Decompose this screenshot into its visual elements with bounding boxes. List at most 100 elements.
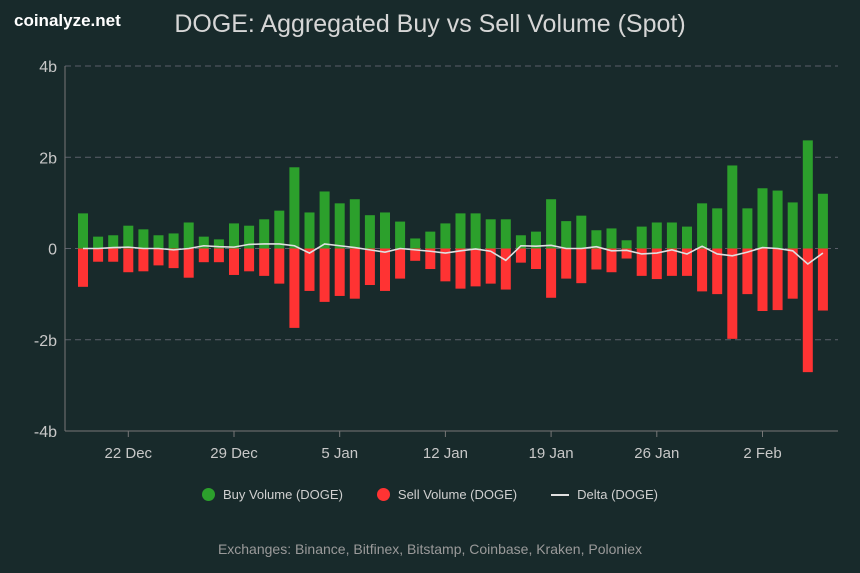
buy-bar — [591, 230, 602, 249]
sell-bar — [606, 248, 617, 273]
buy-marker-icon — [201, 488, 215, 501]
sell-bar — [425, 248, 436, 270]
sell-bar — [349, 248, 360, 299]
x-tick-label: 2 Feb — [743, 445, 781, 462]
y-tick-label: -4b — [34, 424, 57, 441]
sell-bar — [712, 248, 723, 295]
buy-bar — [410, 238, 421, 249]
buy-bar — [772, 190, 783, 249]
sell-bar — [319, 248, 330, 302]
sell-bar — [123, 248, 134, 273]
x-tick-label: 29 Dec — [210, 445, 258, 462]
buy-bar — [93, 236, 104, 249]
buy-bar — [123, 225, 134, 249]
buy-bar — [651, 222, 662, 249]
exchanges-footer: Exchanges: Binance, Bitfinex, Bitstamp, … — [217, 541, 643, 557]
delta-line — [83, 243, 824, 266]
y-tick-label: 4b — [39, 59, 57, 76]
buy-bar — [198, 236, 209, 249]
brand-logo[interactable]: coinalyze.net — [14, 11, 121, 30]
sell-bar — [742, 248, 753, 295]
buy-bar — [817, 193, 828, 249]
buy-bar — [621, 240, 632, 249]
buy-bar — [213, 239, 224, 249]
x-tick-label: 26 Jan — [634, 445, 679, 462]
sell-bar — [651, 248, 662, 280]
buy-bar — [727, 165, 738, 249]
buy-bar — [425, 231, 436, 249]
sell-bar — [470, 248, 481, 287]
sell-bar — [108, 248, 119, 262]
legend-buy[interactable]: Buy Volume (DOGE) — [201, 487, 343, 502]
buy-bar — [168, 233, 179, 249]
buy-bar — [289, 167, 300, 249]
buy-bar — [244, 225, 255, 249]
buy-bar — [576, 215, 587, 249]
buy-bar — [742, 208, 753, 249]
x-tick-label: 12 Jan — [423, 445, 468, 462]
sell-bar — [817, 248, 828, 311]
buy-bar — [546, 199, 557, 249]
sell-bar — [576, 248, 587, 284]
sell-marker-icon — [376, 488, 390, 501]
buy-bar — [138, 229, 149, 249]
sell-bar — [757, 248, 768, 312]
buy-bar — [682, 226, 692, 249]
legend-sell[interactable]: Sell Volume (DOGE) — [376, 487, 518, 502]
buy-bar — [364, 215, 375, 249]
y-tick-label: 2b — [39, 150, 57, 167]
sell-bar — [500, 248, 511, 290]
sell-bar — [727, 248, 738, 339]
buy-bar — [153, 235, 164, 249]
sell-bar — [410, 248, 421, 261]
buy-bar — [183, 222, 194, 249]
legend-delta-label: Delta (DOGE) — [577, 487, 659, 502]
sell-bar — [440, 248, 451, 282]
buy-bar — [349, 199, 360, 249]
buy-bar — [440, 223, 451, 249]
sell-bar — [153, 248, 164, 266]
buy-bar — [636, 226, 647, 249]
sell-bar — [787, 248, 798, 299]
buy-bar — [561, 221, 572, 249]
sell-bar — [78, 248, 88, 287]
buy-bar — [515, 235, 526, 249]
sell-bar — [666, 248, 677, 276]
buy-bar — [500, 219, 511, 249]
sell-bar — [93, 248, 104, 262]
x-tick-label: 19 Jan — [529, 445, 574, 462]
sell-bar — [772, 248, 783, 311]
sell-bar — [213, 248, 224, 263]
buy-bar — [259, 219, 270, 249]
sell-bar — [364, 248, 375, 285]
sell-bar — [591, 248, 602, 270]
buy-bar — [229, 223, 239, 249]
sell-bar — [395, 248, 406, 279]
sell-bar — [682, 248, 692, 276]
buy-bar — [697, 203, 708, 249]
buy-bar — [787, 202, 798, 249]
buy-bar — [712, 208, 723, 249]
buy-bar — [108, 235, 119, 249]
sell-bar — [334, 248, 345, 296]
buy-bar — [78, 213, 88, 249]
legend-delta[interactable]: Delta (DOGE) — [551, 487, 658, 502]
buy-bar — [666, 222, 677, 249]
delta-line-icon — [551, 493, 570, 496]
sell-bar — [546, 248, 557, 298]
sell-bar — [455, 248, 466, 289]
buy-bar — [531, 231, 541, 249]
sell-bar — [274, 248, 285, 284]
sell-bar — [380, 248, 390, 291]
sell-bar — [183, 248, 194, 278]
sell-bar — [138, 248, 149, 272]
buy-bar — [455, 213, 466, 249]
buy-bar — [395, 221, 406, 249]
sell-bar — [697, 248, 708, 292]
x-tick-label: 5 Jan — [321, 445, 358, 462]
buy-bar — [470, 213, 481, 249]
buy-bar — [319, 191, 330, 249]
legend: Buy Volume (DOGE) Sell Volume (DOGE) Del… — [0, 487, 860, 502]
legend-sell-label: Sell Volume (DOGE) — [397, 487, 518, 502]
sell-bar — [244, 248, 255, 272]
